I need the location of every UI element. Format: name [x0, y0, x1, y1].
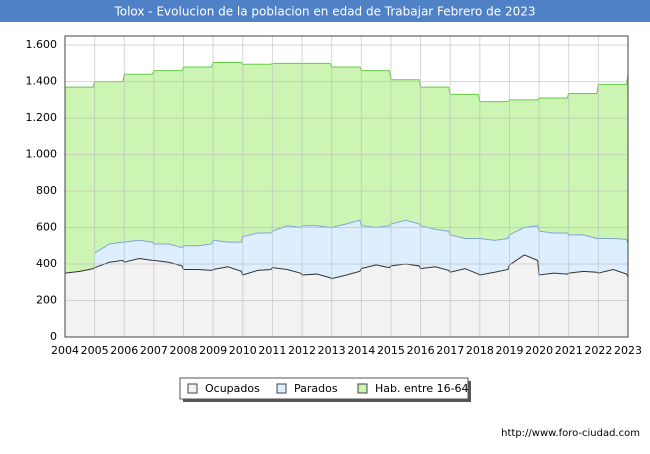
- area: [65, 254, 628, 337]
- x-tick-label: 2018: [466, 344, 494, 357]
- chart-title: Tolox - Evolucion de la poblacion en eda…: [113, 5, 535, 19]
- legend-swatch: [357, 383, 368, 394]
- x-tick-label: 2016: [407, 344, 435, 357]
- y-tick-label: 1.200: [26, 111, 58, 124]
- legend: [179, 377, 469, 400]
- y-tick-label: 1.000: [26, 148, 58, 161]
- y-tick-label: 600: [36, 221, 57, 234]
- x-tick-label: 2020: [525, 344, 553, 357]
- footer: http://www.foro-ciudad.com: [501, 428, 640, 439]
- y-tick-label: 400: [36, 257, 57, 270]
- y-tick-label: 1.600: [26, 38, 58, 51]
- area-line: [65, 61, 629, 103]
- x-tick-label: 2010: [229, 344, 257, 357]
- x-tick-label: 2005: [81, 344, 109, 357]
- title-bar: [0, 0, 650, 22]
- legend-label: Ocupados: [205, 382, 260, 395]
- legend-label: Parados: [294, 382, 338, 395]
- x-tick-label: 2004: [51, 344, 79, 357]
- x-tick-label: 2012: [288, 344, 316, 357]
- x-tick-label: 2021: [555, 344, 583, 357]
- legend-swatch: [276, 383, 287, 394]
- x-tick-label: 2022: [584, 344, 612, 357]
- x-tick-label: 2006: [110, 344, 138, 357]
- y-tick-label: 800: [36, 184, 57, 197]
- area-line: [64, 254, 629, 280]
- legend-swatch: [187, 383, 198, 394]
- legend-label: Hab. entre 16-64: [375, 382, 469, 395]
- x-tick-label: 2014: [347, 344, 375, 357]
- x-tick-label: 2013: [318, 344, 346, 357]
- x-tick-label: 2023: [614, 344, 642, 357]
- x-tick-label: 2009: [199, 344, 227, 357]
- y-tick-label: 200: [36, 294, 57, 307]
- plot-border: [64, 35, 629, 338]
- x-tick-label: 2015: [377, 344, 405, 357]
- x-tick-label: 2007: [140, 344, 168, 357]
- y-tick-label: 1.400: [26, 75, 58, 88]
- x-tick-label: 2017: [436, 344, 464, 357]
- x-tick-label: 2019: [495, 344, 523, 357]
- x-tick-label: 2011: [258, 344, 286, 357]
- y-tick-label: 0: [50, 330, 57, 343]
- x-tick-label: 2008: [170, 344, 198, 357]
